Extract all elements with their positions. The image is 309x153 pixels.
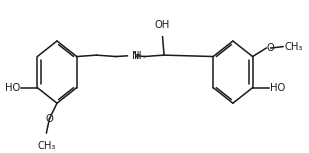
Text: CH₃: CH₃ (285, 42, 303, 52)
Text: HO: HO (5, 83, 20, 93)
Text: O: O (267, 43, 275, 53)
Text: HO: HO (270, 83, 285, 93)
Text: N: N (132, 51, 139, 61)
Text: O: O (45, 114, 53, 124)
Text: OH: OH (155, 20, 170, 30)
Text: CH₃: CH₃ (37, 141, 56, 151)
Text: H: H (134, 51, 141, 61)
